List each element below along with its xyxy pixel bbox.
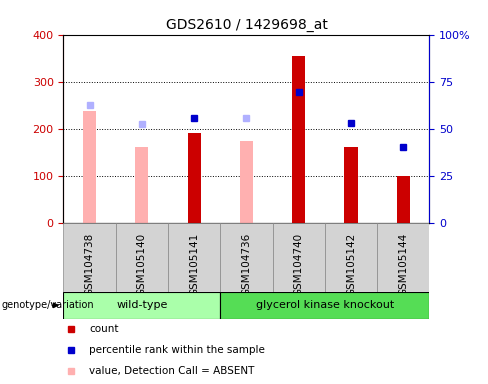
Bar [397,176,410,223]
Text: glycerol kinase knockout: glycerol kinase knockout [256,300,394,310]
Text: value, Detection Call = ABSENT: value, Detection Call = ABSENT [89,366,254,376]
Bar [377,223,429,292]
Text: GSM105142: GSM105142 [346,233,356,296]
Bar [168,223,220,292]
Bar [63,223,116,292]
Bar [187,133,201,223]
Text: GSM105141: GSM105141 [189,233,199,296]
Bar [240,141,253,223]
Bar [292,56,305,223]
Text: GSM105140: GSM105140 [137,233,147,296]
Bar [63,292,220,319]
Text: wild-type: wild-type [116,300,167,310]
Text: percentile rank within the sample: percentile rank within the sample [89,345,265,355]
Bar [116,223,168,292]
Text: count: count [89,324,119,334]
Bar [220,223,273,292]
Text: genotype/variation: genotype/variation [1,300,94,310]
Text: GSM104738: GSM104738 [84,233,95,296]
Bar [345,147,358,223]
Bar [273,223,325,292]
Bar [220,292,429,319]
Bar [325,223,377,292]
Bar [83,111,96,223]
Text: GSM104740: GSM104740 [294,233,304,296]
Title: GDS2610 / 1429698_at: GDS2610 / 1429698_at [165,18,327,32]
Text: GSM105144: GSM105144 [398,233,408,296]
Bar [135,147,148,223]
Text: GSM104736: GSM104736 [242,233,251,296]
